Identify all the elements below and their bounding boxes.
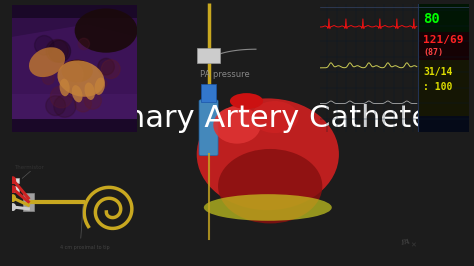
Circle shape: [50, 86, 72, 108]
Bar: [23, 193, 34, 211]
Polygon shape: [12, 24, 137, 119]
Circle shape: [66, 81, 79, 94]
Circle shape: [46, 96, 65, 115]
Bar: [14, 186, 19, 192]
Ellipse shape: [84, 82, 95, 100]
Text: : 100: : 100: [423, 82, 452, 92]
Ellipse shape: [213, 106, 261, 144]
Ellipse shape: [95, 77, 105, 95]
Ellipse shape: [197, 98, 339, 210]
Circle shape: [46, 40, 68, 62]
Circle shape: [10, 186, 16, 192]
Circle shape: [10, 195, 16, 201]
Circle shape: [10, 204, 16, 210]
Circle shape: [75, 95, 91, 112]
Ellipse shape: [72, 85, 82, 102]
Circle shape: [84, 92, 101, 109]
Circle shape: [98, 79, 107, 88]
Bar: [419, 32, 469, 60]
Circle shape: [78, 38, 90, 50]
Polygon shape: [12, 18, 137, 94]
Text: Pulmonary Artery Catheter: Pulmonary Artery Catheter: [32, 104, 442, 133]
Text: ✕: ✕: [410, 242, 416, 248]
Ellipse shape: [230, 93, 263, 109]
Text: 80: 80: [423, 12, 440, 26]
Circle shape: [54, 95, 76, 117]
Ellipse shape: [204, 194, 332, 221]
Ellipse shape: [62, 60, 93, 82]
FancyBboxPatch shape: [199, 100, 218, 156]
Bar: [419, 88, 469, 116]
Circle shape: [43, 73, 54, 85]
Text: (87): (87): [423, 48, 443, 57]
Ellipse shape: [57, 60, 104, 97]
Bar: [14, 177, 19, 183]
Text: 4 cm proximal to tip: 4 cm proximal to tip: [60, 245, 109, 250]
Circle shape: [35, 36, 54, 55]
Ellipse shape: [60, 79, 70, 96]
Text: PA: PA: [401, 237, 411, 247]
Ellipse shape: [251, 101, 299, 133]
Bar: [419, 60, 469, 88]
Bar: [197, 48, 220, 63]
Circle shape: [10, 177, 16, 184]
Circle shape: [58, 62, 83, 87]
Ellipse shape: [75, 9, 137, 53]
Ellipse shape: [218, 149, 322, 223]
Circle shape: [101, 60, 120, 78]
Text: PA pressure: PA pressure: [201, 70, 250, 79]
Ellipse shape: [29, 47, 65, 77]
Text: 31/14: 31/14: [423, 67, 452, 77]
Bar: [419, 4, 469, 32]
Text: Thermistor: Thermistor: [14, 165, 44, 169]
Circle shape: [98, 58, 114, 75]
Text: 121/69: 121/69: [423, 35, 464, 45]
Bar: [419, 4, 469, 132]
Circle shape: [49, 40, 71, 62]
Bar: [201, 84, 216, 102]
